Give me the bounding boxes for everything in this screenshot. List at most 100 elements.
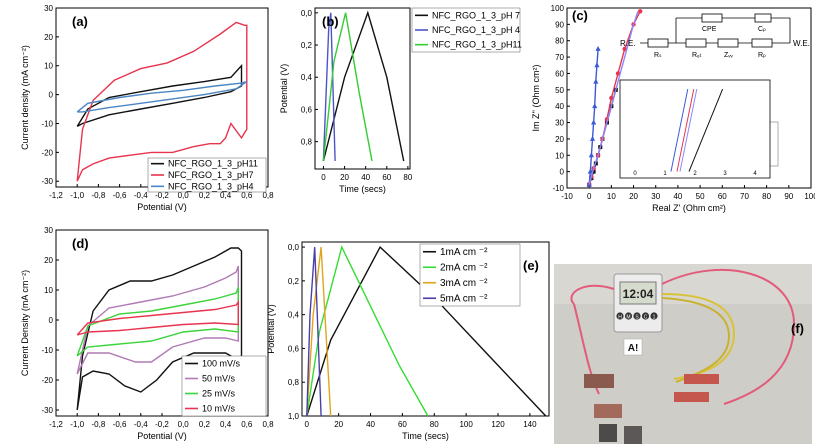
panel-d: -1,2 -1,0 -0,8 -0,6 -0,4 -0,2 0,0 0,2 0,4 0,6 0,8 -… bbox=[20, 226, 274, 441]
panel-e: 0 20 40 60 80 100 120 140 0,0 0,2 0,4 0,6 0,8 1,0 Time… bbox=[266, 241, 550, 441]
timer-button bbox=[616, 312, 624, 320]
y-tick-label: 10 bbox=[44, 62, 53, 71]
y-tick-label: 40 bbox=[555, 102, 564, 111]
y-tick-label: 0,4 bbox=[288, 311, 300, 320]
data-point bbox=[615, 71, 621, 76]
x-tick-label: 0,2 bbox=[199, 191, 211, 200]
x-tick-label: -1,0 bbox=[70, 420, 84, 429]
legend-label: NFC_RGO_1_3_pH4 bbox=[168, 181, 254, 191]
x-tick-label: 0,8 bbox=[262, 420, 274, 429]
data-point bbox=[591, 169, 596, 174]
circuit-element bbox=[751, 38, 773, 48]
alligator-clip bbox=[584, 374, 614, 388]
y-tick-label: 10 bbox=[44, 286, 53, 295]
equivalent-circuit: Rₛ Rₑₜ Zᵥᵥ Rₚ CPE Cₚ R.E. W.E. bbox=[620, 13, 810, 59]
x-axis-label: Real Z' (Ohm cm²) bbox=[652, 203, 726, 213]
x-tick-label: 0,8 bbox=[262, 191, 274, 200]
x-tick-label: 20 bbox=[629, 192, 638, 201]
y-tick-label: -20 bbox=[41, 376, 53, 385]
y-tick-label: -30 bbox=[41, 406, 53, 415]
y-tick-label: 0 bbox=[560, 168, 565, 177]
inset-tick-label: 1 bbox=[663, 171, 667, 177]
y-tick-label: 0,0 bbox=[301, 9, 313, 18]
svg-text:12:04: 12:04 bbox=[623, 287, 654, 301]
x-tick-label: 0 bbox=[305, 420, 310, 429]
data-point bbox=[595, 45, 601, 51]
series-line-2 bbox=[76, 80, 248, 113]
x-tick-label: 50 bbox=[696, 192, 705, 201]
y-tick-label: 100 bbox=[551, 4, 565, 13]
x-tick-label: 20 bbox=[340, 173, 349, 182]
legend bbox=[419, 243, 521, 307]
y-tick-label: 0,6 bbox=[301, 105, 313, 114]
y-axis-label: Im Z'' (Ohm cm²) bbox=[531, 65, 541, 132]
legend-label: 25 mV/s bbox=[202, 389, 236, 399]
y-tick-label: 0,8 bbox=[301, 138, 313, 147]
x-tick-label: 0,2 bbox=[199, 420, 211, 429]
x-tick-label: 120 bbox=[491, 420, 505, 429]
x-tick-label: -0,2 bbox=[155, 420, 169, 429]
circuit-label: CPE bbox=[702, 26, 717, 33]
alligator-clip bbox=[684, 374, 719, 384]
x-tick-label: -0,6 bbox=[113, 191, 127, 200]
x-tick-label: -1,2 bbox=[49, 420, 63, 429]
series-line-3 bbox=[76, 299, 240, 336]
x-tick-label: 0,6 bbox=[241, 420, 253, 429]
y-tick-label: 90 bbox=[555, 20, 564, 29]
data-point bbox=[589, 135, 596, 141]
data-point bbox=[591, 119, 597, 125]
circuit-element bbox=[701, 13, 723, 23]
y-tick-label: 80 bbox=[555, 37, 564, 46]
inset-tick-label: 4 bbox=[753, 171, 757, 177]
inset-frame bbox=[619, 79, 771, 179]
x-tick-label: 80 bbox=[403, 173, 412, 182]
x-tick-label: -0,8 bbox=[92, 191, 106, 200]
series-line-2 bbox=[76, 286, 240, 357]
x-tick-label: 100 bbox=[804, 192, 815, 201]
y-tick-label: -10 bbox=[41, 119, 53, 128]
legend-label: 2mA cm ⁻² bbox=[440, 262, 488, 273]
series-line-1 bbox=[76, 21, 248, 182]
panel-b: 0 20 40 60 80 0,0 0,2 0,4 0,6 0,8 Time (secs) Poten… bbox=[279, 7, 522, 194]
x-tick-label: 0 bbox=[587, 192, 592, 201]
timer-button-label: C bbox=[644, 315, 648, 321]
legend-label: 3mA cm ⁻² bbox=[440, 278, 488, 289]
inset-tick-label: 0 bbox=[633, 171, 637, 177]
inset-tick-label: 2 bbox=[693, 171, 697, 177]
alligator-clip bbox=[594, 404, 622, 418]
x-axis-label: Potential (V) bbox=[137, 202, 187, 212]
y-tick-label: 0,8 bbox=[288, 378, 300, 387]
circuit-label: W.E. bbox=[793, 39, 810, 48]
data-point bbox=[593, 78, 599, 84]
panel-label-f: (f) bbox=[791, 321, 804, 336]
x-tick-label: -0,2 bbox=[155, 191, 169, 200]
legend-label: NFC_RGO_1_3_pH 7 bbox=[432, 10, 520, 20]
x-tick-label: 80 bbox=[762, 192, 771, 201]
panel-label: (a) bbox=[72, 14, 88, 29]
inset-tick-label: 3 bbox=[723, 171, 727, 177]
timer-button bbox=[650, 312, 658, 320]
legend-label: NFC_RGO_1_3_pH 4 bbox=[432, 25, 520, 35]
y-tick-label: 50 bbox=[555, 86, 564, 95]
y-tick-label: 0,2 bbox=[288, 277, 300, 286]
y-tick-label: 30 bbox=[44, 226, 53, 235]
data-point bbox=[638, 9, 643, 14]
y-tick-label: 0 bbox=[49, 316, 54, 325]
circuit-element bbox=[647, 38, 669, 48]
data-point bbox=[587, 168, 593, 174]
y-tick-label: 70 bbox=[555, 53, 564, 62]
y-tick-label: -10 bbox=[552, 184, 564, 193]
y-axis-label: Current density (mA cm⁻²) bbox=[20, 45, 30, 150]
timer-button bbox=[641, 312, 650, 320]
legend-label: 1mA cm ⁻² bbox=[440, 247, 488, 258]
y-tick-label: 0 bbox=[49, 91, 54, 100]
timer-button-label: H bbox=[618, 315, 622, 321]
data-point bbox=[594, 62, 600, 68]
x-tick-label: 0,0 bbox=[178, 420, 190, 429]
inset-plot: 0 1 2 3 4 bbox=[619, 79, 771, 179]
y-axis-label: Potential (V) bbox=[279, 64, 289, 114]
x-axis-label: Time (secs) bbox=[402, 431, 449, 441]
series-line-0 bbox=[76, 63, 243, 128]
